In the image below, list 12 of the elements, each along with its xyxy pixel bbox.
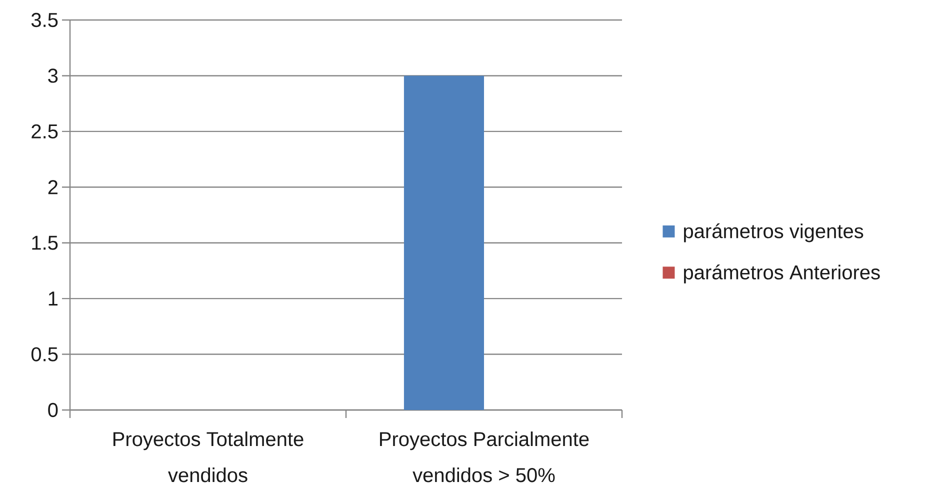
x-tick-label: Proyectos Parcialmente vendidos > 50% [380,432,589,482]
y-tick-label: 2 [48,180,58,194]
legend-label: parámetros Anteriores [684,264,880,284]
y-tick-label: 1.5 [32,236,58,250]
y-tick-label: 0 [48,402,58,418]
y-tick-label: 1 [48,292,58,306]
y-tick-label: 0.5 [31,347,58,362]
y-tick-label: 3.5 [31,12,58,28]
y-tick-label: 2.5 [32,124,58,139]
x-tick-label: Proyectos Totalmente vendidos [113,432,304,482]
y-tick-label: 3 [48,68,58,83]
legend-label: parámetros vigentes [684,223,864,242]
